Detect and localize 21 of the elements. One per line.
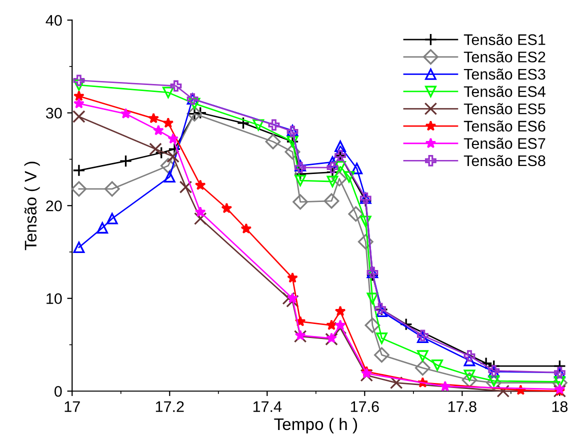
x-tick-label: 17 [64, 401, 80, 412]
legend-label: Tensão ES8 [464, 155, 546, 166]
legend-label: Tensão ES4 [464, 86, 546, 97]
legend-label: Tensão ES2 [464, 51, 546, 62]
x-tick-label: 18 [552, 401, 568, 412]
x-tick-label: 17.6 [350, 401, 379, 412]
legend-label: Tensão ES1 [464, 34, 546, 46]
x-axis-title: Tempo ( h ) [274, 418, 358, 434]
legend-label: Tensão ES7 [464, 138, 546, 149]
x-tick-label: 17.8 [448, 401, 476, 412]
legend-label: Tensão ES3 [464, 68, 546, 80]
y-tick-label: 40 [46, 14, 62, 26]
y-axis-title: Tensão ( V ) [24, 162, 40, 250]
legend-label: Tensão ES5 [464, 103, 546, 114]
legend-label: Tensão ES6 [464, 120, 546, 132]
y-tick-label: 20 [46, 200, 62, 212]
y-tick-label: 30 [46, 108, 62, 119]
x-tick-label: 17.2 [156, 401, 184, 412]
y-tick-label: 0 [54, 386, 62, 397]
x-tick-label: 17.4 [253, 401, 282, 412]
y-tick-label: 10 [46, 293, 62, 304]
